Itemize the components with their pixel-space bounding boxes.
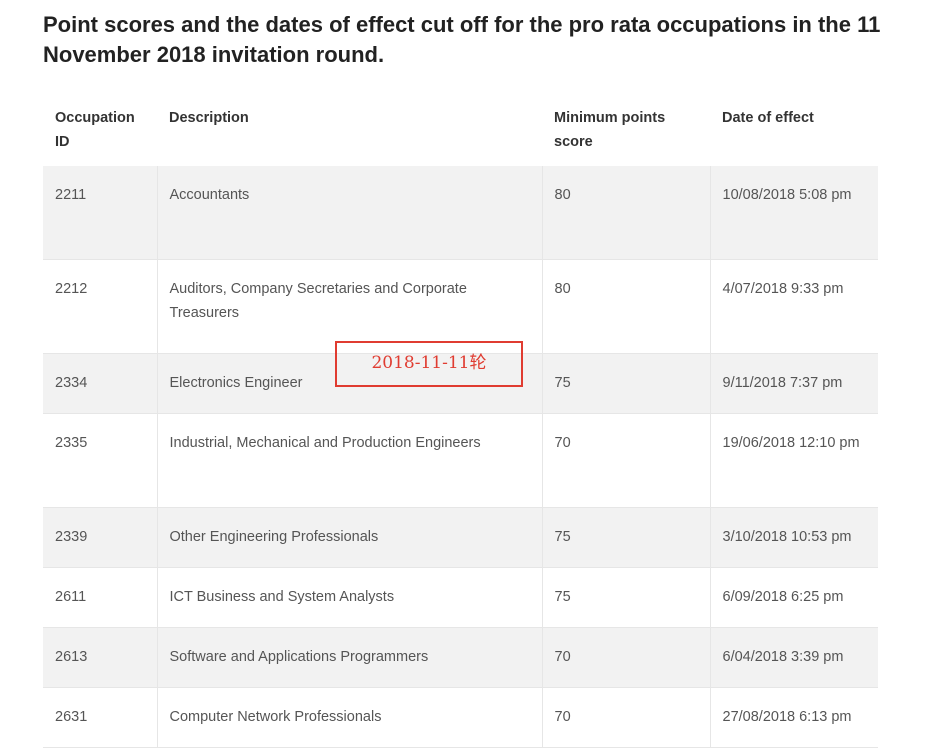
cell-description: Accountants — [156, 166, 542, 260]
cell-description: Software and Applications Programmers — [156, 627, 542, 688]
cell-occupation-id: 2212 — [43, 259, 157, 354]
table-row: 2631 Computer Network Professionals 70 2… — [43, 687, 878, 748]
cell-date: 6/09/2018 6:25 pm — [709, 567, 878, 628]
table-row: 2339 Other Engineering Professionals 75 … — [43, 507, 878, 568]
cell-description: Auditors, Company Secretaries and Corpor… — [156, 259, 542, 354]
cell-occupation-id: 2631 — [43, 687, 157, 748]
header-minimum-points: Minimum points score — [554, 110, 666, 150]
cell-description: ICT Business and System Analysts — [156, 567, 542, 628]
table-row: 2334 Electronics Engineer 75 9/11/2018 7… — [43, 353, 878, 414]
cell-points: 80 — [541, 259, 710, 354]
cell-date: 27/08/2018 6:13 pm — [709, 687, 878, 748]
table-row: 2211 Accountants 80 10/08/2018 5:08 pm — [43, 166, 878, 260]
header-occupation-id: Occupation ID — [55, 110, 135, 150]
round-annotation-box: 2018-11-11轮 — [335, 341, 523, 387]
cell-description: Other Engineering Professionals — [156, 507, 542, 568]
page-title: Point scores and the dates of effect cut… — [43, 12, 881, 67]
cell-description: Electronics Engineer — [156, 353, 542, 414]
cell-date: 10/08/2018 5:08 pm — [709, 166, 878, 260]
cell-points: 70 — [541, 413, 710, 508]
cell-date: 3/10/2018 10:53 pm — [709, 507, 878, 568]
cell-occupation-id: 2339 — [43, 507, 157, 568]
cell-points: 70 — [541, 627, 710, 688]
cell-occupation-id: 2211 — [43, 166, 157, 260]
cell-date: 6/04/2018 3:39 pm — [709, 627, 878, 688]
cell-occupation-id: 2611 — [43, 567, 157, 628]
cell-occupation-id: 2613 — [43, 627, 157, 688]
table-header-row: Occupation ID Description Minimum points… — [43, 98, 878, 166]
cell-points: 70 — [541, 687, 710, 748]
table-row: 2212 Auditors, Company Secretaries and C… — [43, 259, 878, 354]
cell-points: 75 — [541, 567, 710, 628]
occupations-table: Occupation ID Description Minimum points… — [43, 98, 878, 748]
cell-date: 9/11/2018 7:37 pm — [709, 353, 878, 414]
cell-points: 75 — [541, 507, 710, 568]
cell-points: 75 — [541, 353, 710, 414]
cell-date: 19/06/2018 12:10 pm — [709, 413, 878, 508]
cell-date: 4/07/2018 9:33 pm — [709, 259, 878, 354]
table-row: 2613 Software and Applications Programme… — [43, 627, 878, 688]
header-date-of-effect: Date of effect — [722, 110, 814, 126]
table-row: 2611 ICT Business and System Analysts 75… — [43, 567, 878, 628]
cell-description: Industrial, Mechanical and Production En… — [156, 413, 542, 508]
cell-description: Computer Network Professionals — [156, 687, 542, 748]
cell-points: 80 — [541, 166, 710, 260]
cell-occupation-id: 2334 — [43, 353, 157, 414]
header-description: Description — [169, 110, 249, 126]
cell-occupation-id: 2335 — [43, 413, 157, 508]
table-row: 2335 Industrial, Mechanical and Producti… — [43, 413, 878, 508]
